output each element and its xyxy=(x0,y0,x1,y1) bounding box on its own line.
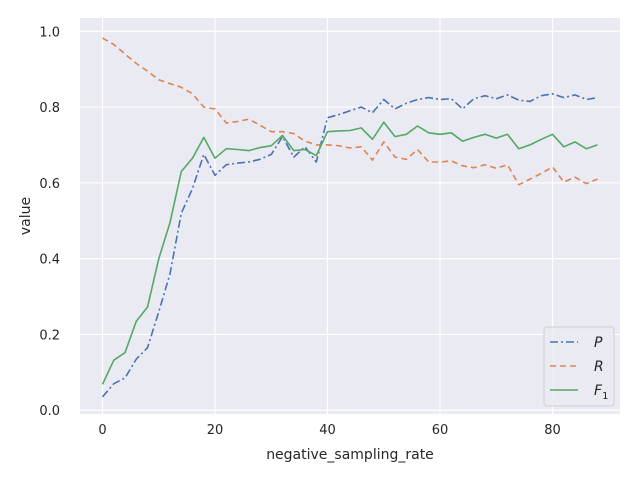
y-axis-label: value xyxy=(18,197,34,235)
x-tick-label: 20 xyxy=(207,423,224,438)
x-tick-label: 60 xyxy=(432,423,449,438)
y-tick-label: 0.0 xyxy=(39,404,60,419)
x-axis-label: negative_sampling_rate xyxy=(266,447,434,463)
grid xyxy=(80,18,620,414)
legend-label: F1 xyxy=(594,383,608,402)
y-tick-label: 1.0 xyxy=(39,25,60,40)
series-line-r xyxy=(102,37,598,186)
y-tick-label: 0.4 xyxy=(39,253,60,268)
legend-label: R xyxy=(594,359,604,375)
legend-box xyxy=(543,326,615,407)
series-line-f1 xyxy=(101,121,598,385)
series-line-p xyxy=(101,93,598,398)
tick-labels: 0 20 40 60 80 0.0 0.2 0.4 0.6 0.8 1.0 xyxy=(39,25,560,438)
x-tick-label: 40 xyxy=(319,423,336,438)
series-layer xyxy=(101,37,598,398)
x-tick-label: 0 xyxy=(98,423,106,438)
y-tick-label: 0.6 xyxy=(39,177,60,192)
y-tick-label: 0.8 xyxy=(39,101,60,116)
x-tick-label: 80 xyxy=(544,423,561,438)
legend: PR F1 xyxy=(543,326,615,407)
y-tick-label: 0.2 xyxy=(39,328,60,343)
legend-label: P xyxy=(594,335,603,351)
plot-area xyxy=(80,18,620,414)
